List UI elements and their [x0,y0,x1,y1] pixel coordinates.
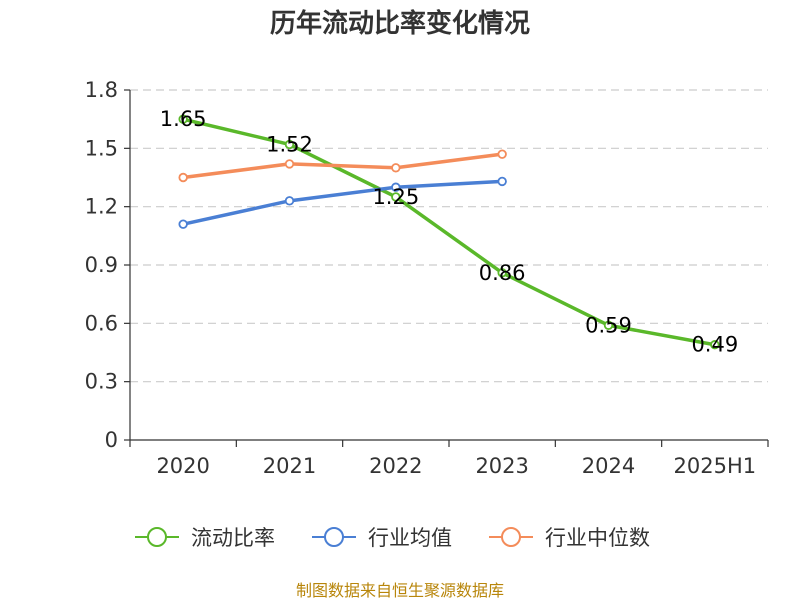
data-label: 1.65 [160,107,207,131]
data-label: 0.49 [691,333,738,357]
x-tick-label: 2020 [156,454,209,478]
y-tick-label: 0 [105,428,118,452]
data-point [391,163,401,173]
legend-label: 行业均值 [368,526,452,550]
y-tick-label: 1.5 [85,136,118,160]
data-label: 0.86 [479,261,526,285]
data-point [284,159,295,169]
axes: 0 0.3 0.6 0.9 1.2 1.5 1.8 2020 2021 2022 2023 2024 2… [85,78,769,478]
data-point [497,176,507,187]
data-point [178,114,188,124]
y-tick-label: 1.2 [85,195,118,219]
y-tick-label: 0.6 [85,311,118,335]
legend-label: 流动比率 [191,526,275,550]
x-tick-label: 2023 [475,454,528,478]
y-tick-label: 0.9 [85,253,118,277]
data-point [284,196,295,206]
y-tick-label: 1.8 [85,78,118,102]
legend-marker [147,527,167,547]
data-point [284,139,295,150]
series-line [181,117,717,347]
data-point [497,268,507,278]
data-point [391,192,401,202]
legend-label: 行业中位数 [545,526,650,550]
data-label: 1.25 [372,185,419,209]
data-point [497,149,507,159]
data-label: 0.59 [585,313,632,337]
legend-marker [324,527,344,547]
x-tick-label: 2025H1 [674,454,757,478]
legend: 流动比率 行业均值 行业中位数 [135,526,650,550]
x-tick-label: 2024 [582,454,635,478]
series-layer [178,114,720,350]
x-tick-label: 2022 [369,454,422,478]
legend-marker [501,527,521,547]
data-point [710,340,720,350]
chart-title: 历年流动比率变化情况 [270,8,530,39]
source-note: 制图数据来自恒生聚源数据库 [296,581,504,600]
data-label: 1.52 [266,132,313,156]
x-tick-label: 2021 [263,454,316,478]
data-point [178,219,188,229]
series-line [181,179,504,226]
series-line [181,152,504,180]
grid [130,89,768,383]
data-point [391,182,401,192]
data-labels: 1.65 1.52 1.25 0.86 0.59 0.49 [160,107,738,357]
data-point [603,320,614,330]
data-point [178,172,188,183]
y-tick-label: 0.3 [85,370,118,394]
